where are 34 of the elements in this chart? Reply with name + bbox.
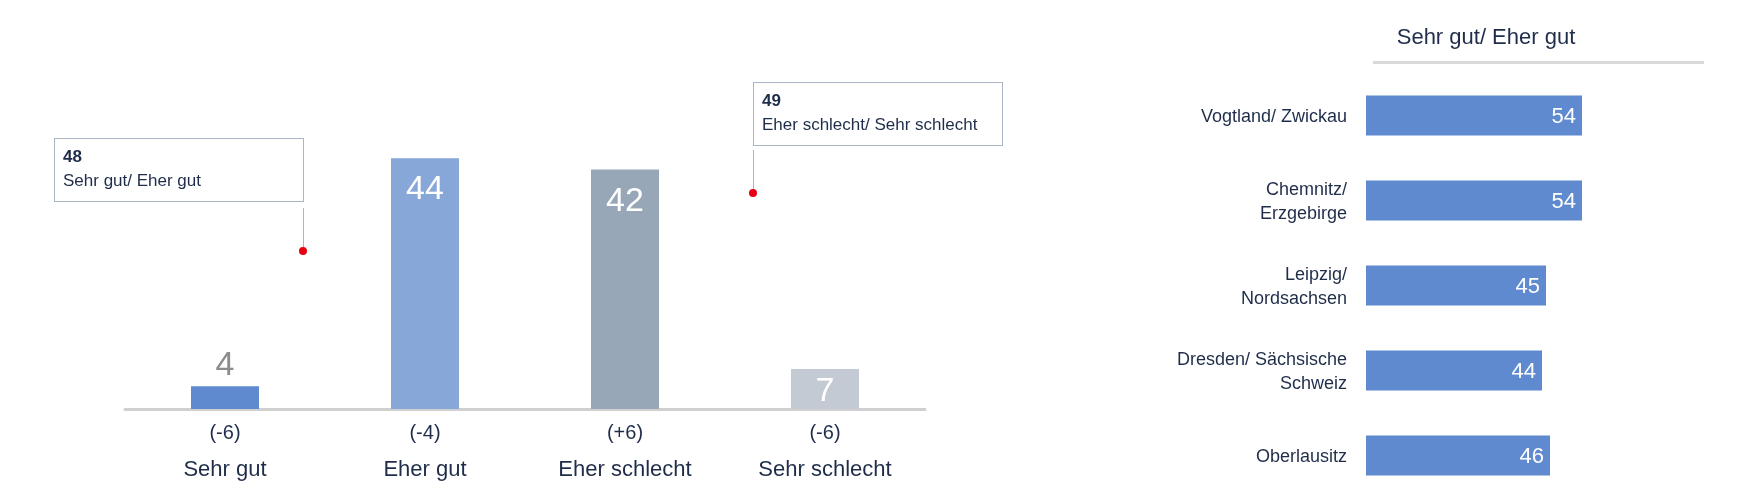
data-label: 54 (1551, 188, 1576, 213)
text: (+6) (606, 421, 644, 443)
bar (1366, 435, 1550, 476)
bar (1366, 265, 1546, 306)
callout-box: 49 Eher schlecht/ Sehr schlecht (753, 82, 1003, 146)
data-label: 44 (1511, 358, 1536, 383)
y-tick-label: Oberlausitz (1255, 445, 1347, 466)
x-tick-label: Eher schlecht (558, 455, 692, 481)
bar (591, 169, 659, 409)
y-tick-label: Chemnitz/ Erzgebirge (1259, 178, 1347, 223)
y-tick-label: Dresden/ Sächsische Schweiz (1176, 348, 1347, 393)
data-label: 45 (1515, 273, 1540, 298)
x-tick-label: Sehr gut (183, 455, 267, 481)
bar (1366, 95, 1582, 136)
bar (391, 158, 459, 409)
text: (-6) (809, 421, 841, 443)
chart-title: Sehr gut/ Eher gut (1396, 23, 1576, 49)
data-label: 42 (606, 179, 644, 218)
bar (1366, 350, 1542, 391)
data-label: 54 (1551, 103, 1576, 128)
text: (-6) (209, 421, 241, 443)
text: (-4) (409, 421, 441, 443)
data-label: 7 (815, 370, 835, 409)
bar (191, 386, 259, 409)
y-tick-label: Leipzig/ Nordsachsen (1240, 263, 1347, 308)
data-label: 44 (406, 168, 444, 207)
data-label: 46 (1519, 443, 1544, 468)
bar (1366, 180, 1582, 221)
callout-box: 48 Sehr gut/ Eher gut (54, 138, 304, 202)
data-label: 4 (215, 344, 235, 383)
x-tick-label: Sehr schlecht (758, 455, 892, 481)
x-tick-label: Eher gut (383, 455, 467, 481)
annotation: 48 Sehr gut/ Eher gut (63, 146, 202, 192)
y-tick-label: Vogtland/ Zwickau (1200, 105, 1347, 126)
